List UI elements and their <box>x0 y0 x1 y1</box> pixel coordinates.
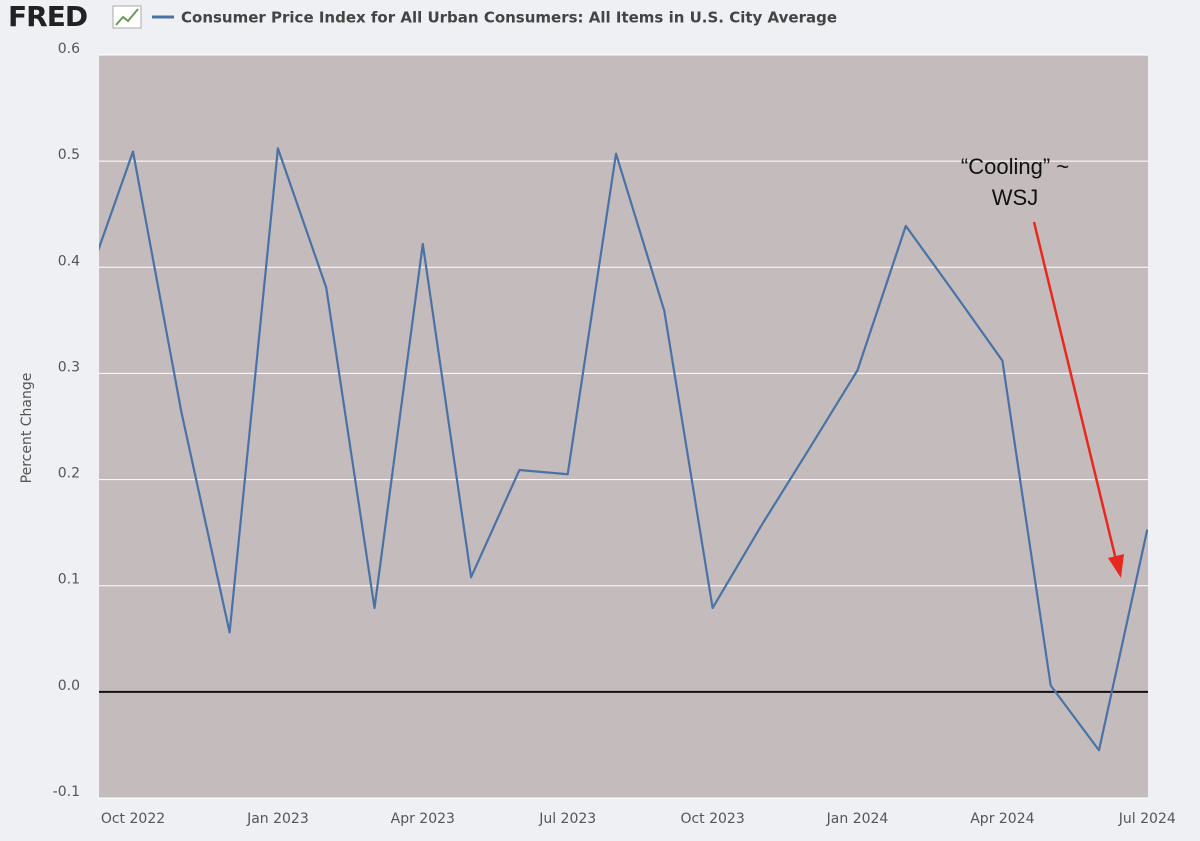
logo-icon <box>112 5 142 29</box>
x-tick-label: Oct 2023 <box>680 811 744 827</box>
legend-label: Consumer Price Index for All Urban Consu… <box>181 9 837 27</box>
annotation-text: WSJ <box>992 185 1038 210</box>
x-tick-label: Jan 2023 <box>246 811 309 827</box>
y-tick-label: 0.6 <box>58 41 80 57</box>
annotation-text: “Cooling” ~ <box>961 154 1069 179</box>
y-tick-label: 0.1 <box>58 572 80 588</box>
x-tick-label: Jul 2024 <box>1118 811 1176 827</box>
y-tick-label: -0.1 <box>53 784 80 800</box>
y-axis-label: Percent Change <box>19 373 35 484</box>
x-tick-label: Oct 2022 <box>101 811 165 827</box>
y-tick-label: 0.4 <box>58 253 80 269</box>
y-tick-label: 0.2 <box>58 466 80 482</box>
y-tick-label: 0.5 <box>58 147 80 163</box>
x-tick-label: Jan 2024 <box>826 811 889 827</box>
x-tick-label: Jul 2023 <box>538 811 596 827</box>
x-tick-label: Apr 2024 <box>970 811 1034 827</box>
logo: FRED <box>8 0 142 33</box>
y-tick-label: 0.0 <box>58 678 80 694</box>
x-tick-label: Apr 2023 <box>391 811 455 827</box>
series-line <box>99 147 1148 752</box>
annotation-arrowhead <box>1108 554 1124 578</box>
annotation-arrow <box>1032 221 1118 561</box>
logo-icon-line <box>115 8 139 26</box>
logo-text: FRED <box>8 0 87 33</box>
y-tick-label: 0.3 <box>58 359 80 375</box>
line-group <box>99 147 1148 752</box>
